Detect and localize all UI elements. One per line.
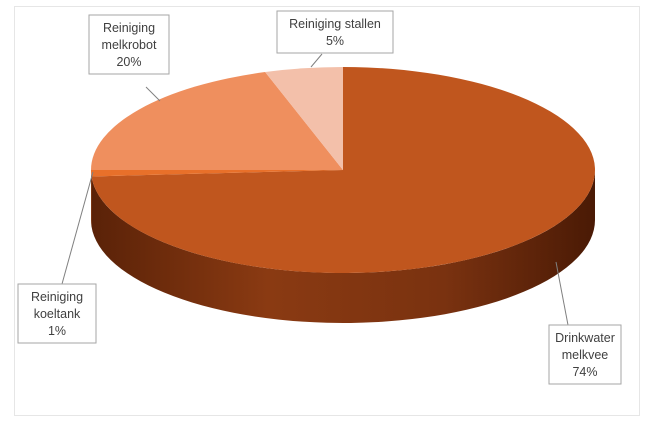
leader-line bbox=[310, 53, 323, 68]
data-label-value: 20% bbox=[116, 55, 141, 69]
leader-line bbox=[555, 261, 569, 326]
pie-slices bbox=[91, 67, 596, 274]
slice-0 bbox=[91, 67, 596, 274]
data-label-value: 5% bbox=[326, 34, 344, 48]
leader-line bbox=[145, 86, 161, 102]
data-label-text: melkrobot bbox=[102, 38, 157, 52]
data-label-box bbox=[17, 283, 97, 344]
data-label-text: koeltank bbox=[34, 307, 81, 321]
data-label-text: Reiniging bbox=[103, 21, 155, 35]
data-label-box bbox=[88, 14, 170, 75]
slice-side-0 bbox=[91, 170, 596, 324]
data-labels: Drinkwatermelkvee74%Reinigingkoeltank1%R… bbox=[17, 10, 622, 385]
leader-line bbox=[61, 171, 94, 285]
slice-3 bbox=[265, 67, 343, 170]
data-label-text: Drinkwater bbox=[555, 331, 615, 345]
data-label-text: melkvee bbox=[562, 348, 609, 362]
data-label-1: Reiniging koeltank 1% bbox=[17, 171, 97, 344]
data-label-0: Drinkwater melkvee 74% bbox=[548, 261, 622, 385]
data-label-3: Reiniging stallen 5% bbox=[276, 10, 394, 68]
slice-1 bbox=[91, 170, 343, 177]
pie-depth bbox=[91, 170, 596, 324]
data-label-value: 74% bbox=[572, 365, 597, 379]
data-label-box bbox=[548, 324, 622, 385]
slice-2 bbox=[91, 72, 343, 170]
data-label-text: Reiniging stallen bbox=[289, 17, 381, 31]
data-label-2: Reiniging melkrobot 20% bbox=[88, 14, 170, 102]
data-label-value: 1% bbox=[48, 324, 66, 338]
data-label-box bbox=[276, 10, 394, 54]
data-label-text: Reiniging bbox=[31, 290, 83, 304]
